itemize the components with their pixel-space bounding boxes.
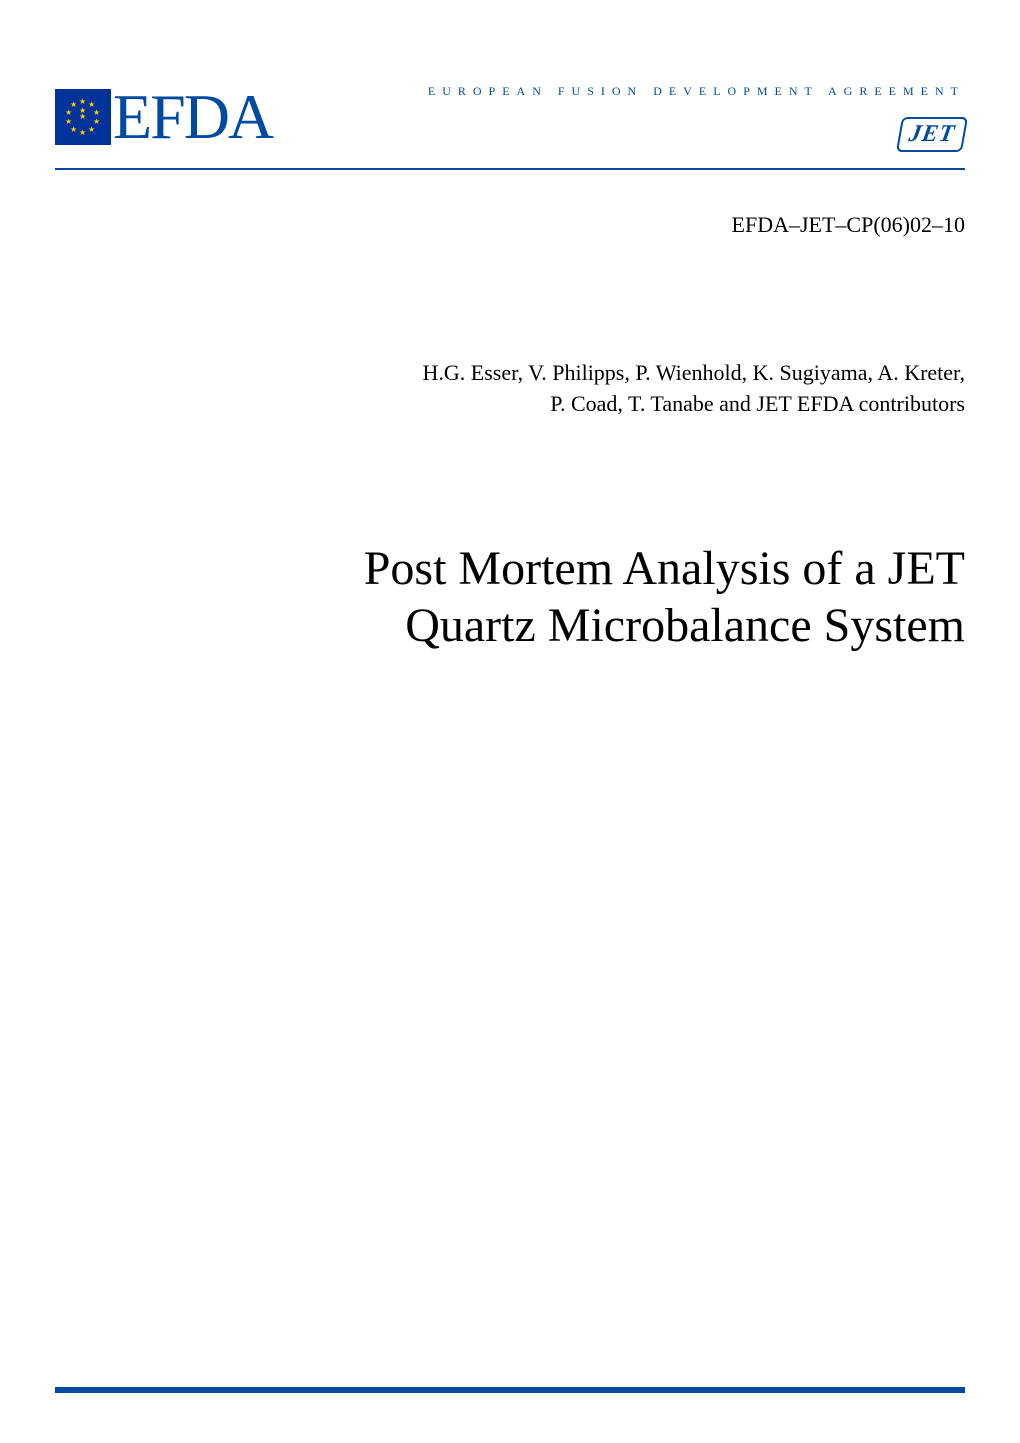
eu-flag-icon: ★ ★ ★ ★ ★ ★ ★ ★ ★ ★ ★ ★: [55, 89, 111, 145]
document-title: Post Mortem Analysis of a JET Quartz Mic…: [55, 540, 965, 655]
eu-stars-icon: ★ ★ ★ ★ ★ ★ ★ ★ ★ ★ ★ ★: [63, 97, 103, 137]
authors-line-1: H.G. Esser, V. Philipps, P. Wienhold, K.…: [55, 358, 965, 389]
org-name: EFDA: [113, 80, 272, 154]
tagline: EUROPEAN FUSION DEVELOPMENT AGREEMENT: [428, 84, 965, 99]
document-reference-number: EFDA–JET–CP(06)02–10: [55, 212, 965, 238]
jet-logo-icon: JET: [896, 117, 968, 152]
header-left: ★ ★ ★ ★ ★ ★ ★ ★ ★ ★ ★ ★ EFDA: [55, 80, 272, 154]
authors-block: H.G. Esser, V. Philipps, P. Wienhold, K.…: [55, 358, 965, 420]
title-line-2: Quartz Microbalance System: [55, 597, 965, 655]
spacer: [55, 655, 965, 1387]
authors-line-2: P. Coad, T. Tanabe and JET EFDA contribu…: [55, 389, 965, 420]
divider-top: [55, 168, 965, 170]
title-line-1: Post Mortem Analysis of a JET: [55, 540, 965, 598]
header-right: EUROPEAN FUSION DEVELOPMENT AGREEMENT JE…: [292, 80, 965, 152]
header: ★ ★ ★ ★ ★ ★ ★ ★ ★ ★ ★ ★ EFDA EUROPEAN FU…: [55, 80, 965, 154]
page-container: ★ ★ ★ ★ ★ ★ ★ ★ ★ ★ ★ ★ EFDA EUROPEAN FU…: [0, 0, 1020, 1443]
divider-bottom: [55, 1387, 965, 1393]
